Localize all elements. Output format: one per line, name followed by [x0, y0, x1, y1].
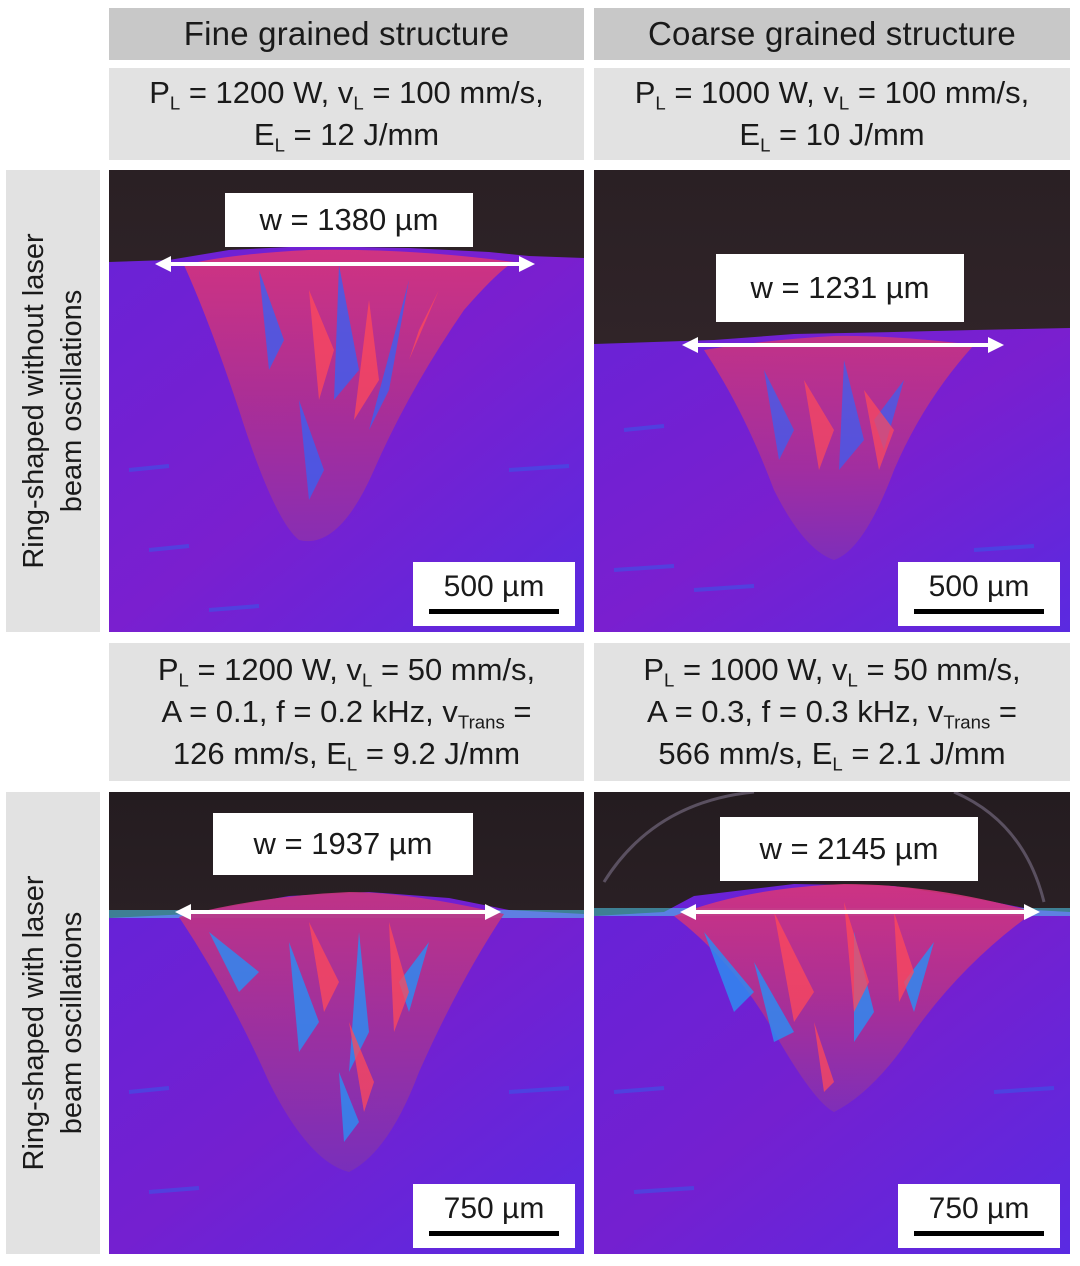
- micrograph-image: [109, 170, 584, 632]
- weld-width-label: w = 1380 µm: [225, 193, 473, 247]
- params-line: EL = 10 J/mm: [739, 117, 925, 156]
- params-line: PL = 1000 W, vL = 100 mm/s,: [634, 75, 1030, 114]
- params-line: PL = 1200 W, vL = 100 mm/s,: [149, 75, 544, 114]
- scale-bar: 500 µm: [898, 562, 1060, 626]
- row-header-line: beam oscillations: [56, 911, 88, 1135]
- params-line: PL = 1000 W, vL = 50 mm/s,: [643, 652, 1021, 691]
- micrograph-coarse-with-oscillation: w = 2145 µm 750 µm: [594, 792, 1070, 1254]
- column-header-fine-label: Fine grained structure: [183, 15, 510, 52]
- params-line: EL = 12 J/mm: [253, 117, 440, 156]
- micrograph-coarse-without-oscillation: w = 1231 µm 500 µm: [594, 170, 1070, 632]
- width-arrow: [155, 256, 535, 272]
- width-arrow: [682, 337, 1004, 353]
- width-arrow: [680, 904, 1040, 920]
- row-header-without-oscillation: Ring-shaped without laser beam oscillati…: [6, 170, 100, 632]
- params-line: A = 0.1, f = 0.2 kHz, vTrans =: [161, 694, 532, 733]
- row-header-line: beam oscillations: [56, 289, 88, 513]
- scale-bar-label: 500 µm: [443, 570, 545, 603]
- scale-bar: 750 µm: [413, 1184, 575, 1248]
- scale-bar-label: 750 µm: [443, 1192, 545, 1225]
- scale-bar-label: 750 µm: [928, 1192, 1030, 1225]
- scale-bar-line: [429, 1231, 559, 1236]
- scale-bar-line: [914, 609, 1044, 614]
- micrograph-fine-with-oscillation: w = 1937 µm 750 µm: [109, 792, 584, 1254]
- params-line: PL = 1200 W, vL = 50 mm/s,: [157, 652, 536, 691]
- params-line: 566 mm/s, EL = 2.1 J/mm: [658, 736, 1006, 775]
- params-row1-fine: PL = 1200 W, vL = 100 mm/s, EL = 12 J/mm: [109, 68, 584, 160]
- width-arrow: [175, 904, 501, 920]
- row-header-with-oscillation: Ring-shaped with laser beam oscillations: [6, 792, 100, 1254]
- scale-bar-line: [429, 609, 559, 614]
- scale-bar: 750 µm: [898, 1184, 1060, 1248]
- column-header-fine: Fine grained structure: [109, 8, 584, 60]
- params-row2-fine: PL = 1200 W, vL = 50 mm/s, A = 0.1, f = …: [109, 643, 584, 781]
- row-header-line: Ring-shaped without laser: [18, 233, 50, 569]
- scale-bar: 500 µm: [413, 562, 575, 626]
- params-line: 126 mm/s, EL = 9.2 J/mm: [172, 736, 521, 775]
- params-row1-coarse: PL = 1000 W, vL = 100 mm/s, EL = 10 J/mm: [594, 68, 1070, 160]
- column-header-coarse: Coarse grained structure: [594, 8, 1070, 60]
- row-header-line: Ring-shaped with laser: [18, 875, 50, 1171]
- scale-bar-line: [914, 1231, 1044, 1236]
- params-row2-coarse: PL = 1000 W, vL = 50 mm/s, A = 0.3, f = …: [594, 643, 1070, 781]
- scale-bar-label: 500 µm: [928, 570, 1030, 603]
- micrograph-image: [594, 170, 1070, 632]
- micrograph-fine-without-oscillation: w = 1380 µm 500 µm: [109, 170, 584, 632]
- weld-width-label: w = 1231 µm: [716, 254, 964, 322]
- params-line: A = 0.3, f = 0.3 kHz, vTrans =: [647, 694, 1017, 733]
- weld-width-label: w = 1937 µm: [213, 813, 473, 875]
- weld-width-label: w = 2145 µm: [720, 817, 978, 881]
- column-header-coarse-label: Coarse grained structure: [648, 15, 1016, 52]
